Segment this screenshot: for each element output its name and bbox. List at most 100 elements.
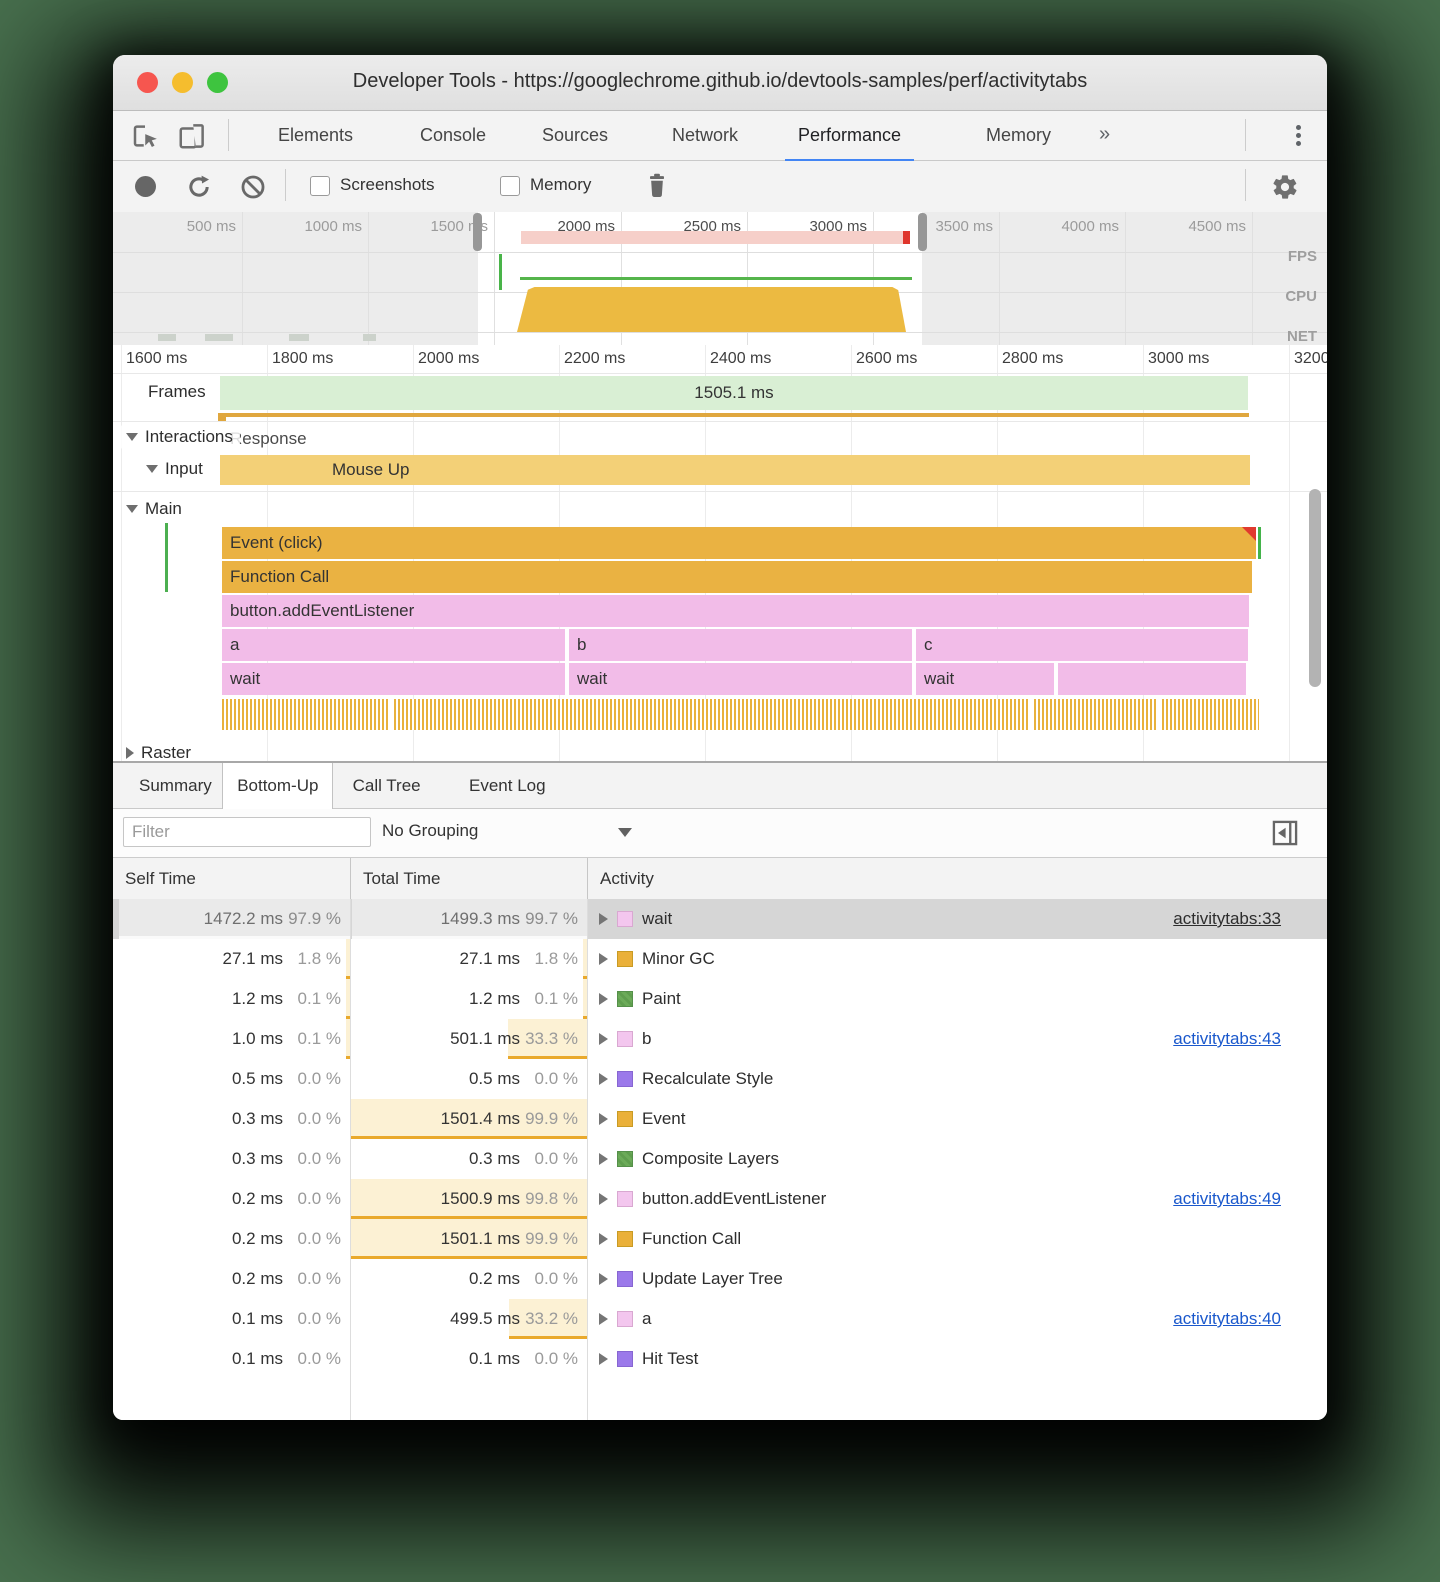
table-row[interactable]: 0.1 ms 0.0 % 0.1 ms 0.0 % Hit Test	[113, 1339, 1327, 1379]
expand-arrow-icon[interactable]	[599, 1033, 608, 1045]
grouping-select[interactable]: No Grouping	[382, 821, 479, 840]
time-value: 1472.2 ms	[203, 909, 283, 928]
time-percent: 0.0 %	[297, 1109, 341, 1128]
time-value: 0.5 ms	[468, 1069, 520, 1088]
reload-icon[interactable]	[185, 173, 213, 201]
column-header-activity[interactable]: Activity	[600, 869, 654, 888]
expand-arrow-icon[interactable]	[599, 953, 608, 965]
panel-splitter[interactable]	[113, 761, 1327, 763]
expand-arrow-icon[interactable]	[599, 1073, 608, 1085]
timeline-overview[interactable]: 500 ms 1000 ms 1500 ms 2000 ms 2500 ms 3000 m…	[113, 212, 1327, 345]
device-toolbar-icon[interactable]	[177, 121, 207, 151]
tab-elements[interactable]: Elements	[278, 125, 354, 145]
trash-icon[interactable]	[643, 172, 671, 200]
raster-track-toggle[interactable]: Raster	[121, 741, 198, 762]
table-row[interactable]: 0.3 ms 0.0 % 0.3 ms 0.0 % Composite Layers	[113, 1139, 1327, 1179]
time-percent: 0.1 %	[297, 1029, 341, 1048]
source-link[interactable]: activitytabs:33	[1173, 909, 1281, 928]
flame-bar-wait[interactable]: wait	[569, 663, 912, 695]
time-cell: 0.1 ms 0.0 %	[351, 1339, 588, 1379]
expand-arrow-icon[interactable]	[599, 1233, 608, 1245]
capture-settings-gear-icon[interactable]	[1271, 173, 1299, 201]
close-window-button[interactable]	[137, 72, 158, 93]
table-row[interactable]: 1472.2 ms 97.9 % 1499.3 ms 99.7 % wait activi…	[113, 899, 1327, 939]
expand-arrow-icon[interactable]	[599, 1313, 608, 1325]
frames-track-bar[interactable]: 1505.1 ms	[220, 376, 1248, 410]
flame-bar-button.addeventlistener[interactable]: button.addEventListener	[222, 595, 1249, 627]
gc-activity-strip[interactable]	[222, 699, 1259, 730]
table-row[interactable]: 0.2 ms 0.0 % 1500.9 ms 99.8 % button.addEven…	[113, 1179, 1327, 1219]
table-row[interactable]: 0.5 ms 0.0 % 0.5 ms 0.0 % Recalculate Style	[113, 1059, 1327, 1099]
source-link[interactable]: activitytabs:43	[1173, 1029, 1281, 1048]
flame-bar-wait[interactable]: wait	[916, 663, 1054, 695]
expand-arrow-icon[interactable]	[599, 1193, 608, 1205]
clear-icon[interactable]	[239, 173, 267, 201]
flame-bar-a[interactable]: a	[222, 629, 565, 661]
inspect-element-icon[interactable]	[130, 121, 160, 151]
tab-network[interactable]: Network	[672, 125, 739, 145]
table-row[interactable]: 0.3 ms 0.0 % 1501.4 ms 99.9 % Event	[113, 1099, 1327, 1139]
main-track-toggle[interactable]: Main	[121, 497, 189, 521]
input-mouseup-bar[interactable]: Mouse Up	[220, 455, 1250, 485]
flame-bar-b[interactable]: b	[569, 629, 912, 661]
table-row[interactable]: 1.0 ms 0.1 % 501.1 ms 33.3 % b activitytabs:4…	[113, 1019, 1327, 1059]
more-tabs-button[interactable]: »	[1099, 123, 1111, 145]
activity-cell: Composite Layers	[588, 1139, 1327, 1179]
grouping-dropdown-arrow-icon[interactable]	[618, 828, 632, 837]
table-row[interactable]: 27.1 ms 1.8 % 27.1 ms 1.8 % Minor GC	[113, 939, 1327, 979]
table-row[interactable]: 0.2 ms 0.0 % 0.2 ms 0.0 % Update Layer Tree	[113, 1259, 1327, 1299]
record-button[interactable]	[135, 176, 156, 197]
show-details-pane-icon[interactable]	[1271, 819, 1299, 847]
tab-sources[interactable]: Sources	[542, 125, 609, 145]
minimize-window-button[interactable]	[172, 72, 193, 93]
flame-chart[interactable]: 1600 ms 1800 ms 2000 ms 2200 ms 2400 ms 2600 …	[113, 345, 1327, 762]
time-cell: 0.5 ms 0.0 %	[113, 1059, 351, 1099]
table-row[interactable]: 0.1 ms 0.0 % 499.5 ms 33.2 % a activitytabs:4…	[113, 1299, 1327, 1339]
flame-chart-scrollbar[interactable]	[1309, 489, 1321, 687]
expand-arrow-icon[interactable]	[599, 1153, 608, 1165]
table-row[interactable]: 0.2 ms 0.0 % 1501.1 ms 99.9 % Function Call	[113, 1219, 1327, 1259]
details-tab-bottom-up[interactable]: Bottom-Up	[222, 763, 334, 809]
devtools-menu-icon[interactable]	[1285, 122, 1311, 148]
flame-bar-segment[interactable]	[1058, 663, 1246, 695]
category-swatch-pink	[617, 1311, 633, 1327]
expand-arrow-icon[interactable]	[599, 993, 608, 1005]
activity-name: Paint	[642, 989, 681, 1008]
time-percent: 33.2 %	[525, 1309, 578, 1328]
filter-input[interactable]	[123, 817, 371, 847]
interactions-group-toggle[interactable]: Interactions	[121, 425, 240, 449]
memory-checkbox[interactable]	[500, 176, 520, 196]
expand-arrow-icon[interactable]	[599, 1113, 608, 1125]
overview-right-handle[interactable]	[918, 213, 927, 251]
input-group-toggle[interactable]: Input	[141, 457, 210, 481]
details-tab-event-log[interactable]: Event Log	[469, 776, 546, 795]
tab-performance[interactable]: Performance	[785, 111, 915, 162]
flame-bar-function-call[interactable]: Function Call	[222, 561, 1252, 593]
source-link[interactable]: activitytabs:49	[1173, 1189, 1281, 1208]
time-percent: 0.0 %	[297, 1149, 341, 1168]
time-percentage-bar	[346, 1019, 350, 1059]
tab-console[interactable]: Console	[420, 125, 487, 145]
column-header-self-time[interactable]: Self Time	[113, 858, 351, 900]
activity-name: button.addEventListener	[642, 1189, 827, 1208]
column-header-total-time[interactable]: Total Time	[351, 858, 588, 900]
category-swatch-purple	[617, 1271, 633, 1287]
category-swatch-purple	[617, 1071, 633, 1087]
details-tab-summary[interactable]: Summary	[139, 776, 212, 795]
expand-arrow-icon[interactable]	[599, 1273, 608, 1285]
activity-cell: Recalculate Style	[588, 1059, 1327, 1099]
zoom-window-button[interactable]	[207, 72, 228, 93]
flame-bar-event--click-[interactable]: Event (click)	[222, 527, 1256, 559]
expand-arrow-icon[interactable]	[599, 1353, 608, 1365]
table-row[interactable]: 1.2 ms 0.1 % 1.2 ms 0.1 % Paint	[113, 979, 1327, 1019]
flame-bar-wait[interactable]: wait	[222, 663, 565, 695]
overview-left-handle[interactable]	[473, 213, 482, 251]
source-link[interactable]: activitytabs:40	[1173, 1309, 1281, 1328]
screenshots-checkbox[interactable]	[310, 176, 330, 196]
chart-tick-label: 3000 ms	[1148, 350, 1210, 367]
memory-label: Memory	[530, 175, 592, 194]
flame-bar-c[interactable]: c	[916, 629, 1248, 661]
expand-arrow-icon[interactable]	[599, 913, 608, 925]
tab-memory[interactable]: Memory	[986, 125, 1052, 145]
details-tab-call-tree[interactable]: Call Tree	[352, 776, 421, 795]
